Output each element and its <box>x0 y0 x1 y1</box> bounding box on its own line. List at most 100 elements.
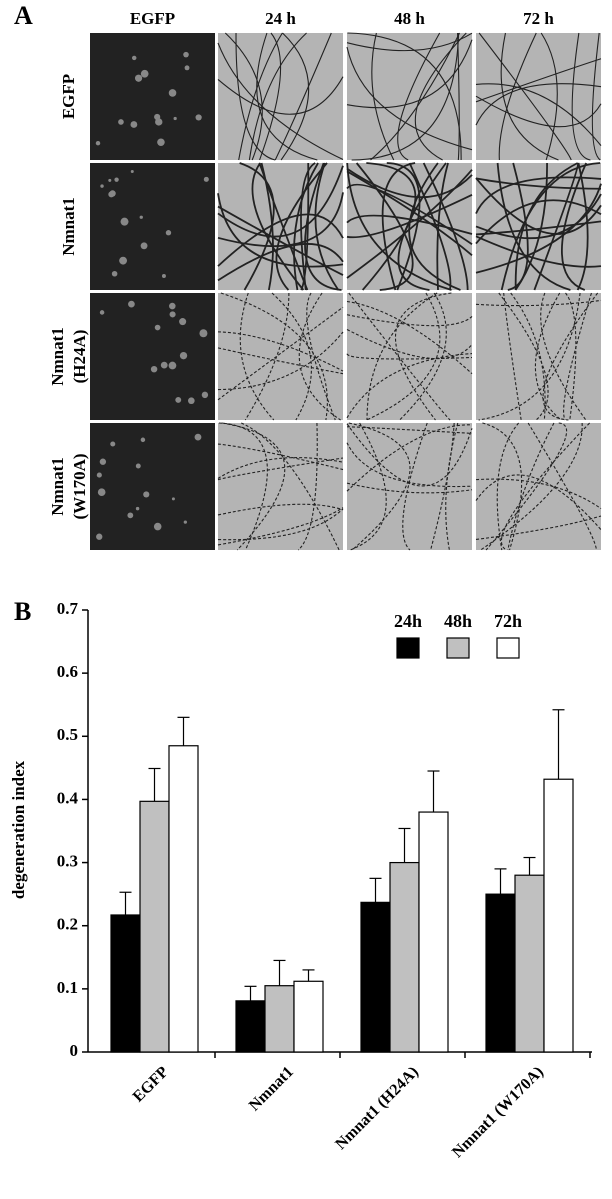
cell <box>134 74 143 82</box>
neurite <box>500 32 559 161</box>
neurite <box>475 177 602 190</box>
neurite <box>306 292 336 421</box>
cell <box>168 89 177 97</box>
neurite <box>475 515 602 541</box>
y-tick-label: 0.1 <box>57 978 78 997</box>
y-tick-label: 0.3 <box>57 851 78 870</box>
neurite <box>475 83 602 126</box>
neurite <box>239 162 275 291</box>
neurite <box>534 292 562 421</box>
neurite <box>220 292 328 421</box>
cell <box>139 215 143 219</box>
neurite <box>298 292 341 421</box>
neurite <box>386 162 421 291</box>
cell <box>165 230 172 236</box>
micrograph <box>476 33 601 160</box>
micrograph <box>218 293 343 420</box>
cell <box>127 512 134 519</box>
y-axis-title: degeneration index <box>9 760 28 899</box>
neurite <box>561 162 588 291</box>
legend-swatch <box>446 637 470 659</box>
column-header: 48 h <box>394 9 425 28</box>
bar <box>264 985 295 1053</box>
neurite <box>346 183 473 246</box>
neurite <box>571 32 591 161</box>
neurite <box>346 424 473 492</box>
neurite <box>540 292 587 421</box>
neurite <box>402 422 428 551</box>
cell <box>111 270 118 277</box>
neurite <box>408 162 452 291</box>
neurite <box>217 192 344 248</box>
x-tick-label: Nmnat1 (H24A) <box>332 1063 422 1153</box>
bar <box>543 778 574 1053</box>
neurite <box>346 46 473 151</box>
neurite <box>496 422 520 551</box>
neurite <box>217 331 344 391</box>
y-tick-label: 0.7 <box>57 599 79 618</box>
cell <box>135 506 140 511</box>
neurite <box>475 183 602 274</box>
row-label: EGFP <box>59 74 78 119</box>
neurite <box>239 292 275 421</box>
cell <box>110 441 116 447</box>
neurite <box>591 32 601 161</box>
neurite <box>224 32 263 161</box>
neurite <box>347 32 462 161</box>
row-label: Nmnat1 <box>59 197 78 256</box>
micrograph <box>90 423 215 550</box>
neurite <box>498 32 537 161</box>
neurite <box>235 32 276 161</box>
cell <box>201 391 209 399</box>
neurite <box>475 474 602 531</box>
micrograph <box>90 163 215 290</box>
micrograph <box>90 293 215 420</box>
neurite <box>498 292 549 421</box>
legend-label: 72h <box>494 611 522 631</box>
panel-label: B <box>14 597 31 626</box>
neurite <box>371 32 395 161</box>
bar <box>485 893 516 1053</box>
neurite <box>563 292 592 421</box>
neurite <box>244 292 290 421</box>
neurite <box>217 443 344 471</box>
micrograph <box>347 423 472 550</box>
neurite <box>346 169 473 279</box>
neurite <box>485 422 568 551</box>
cell <box>169 311 176 318</box>
cell <box>108 191 115 198</box>
bar <box>235 1000 266 1053</box>
bar <box>139 800 170 1053</box>
neurite <box>346 167 473 199</box>
neurite <box>346 352 473 419</box>
cell <box>119 256 128 265</box>
neurite <box>366 292 438 421</box>
neurite <box>397 32 441 161</box>
neurite <box>475 177 602 235</box>
neurite <box>274 32 332 161</box>
cell <box>154 324 161 331</box>
neurite <box>475 58 602 103</box>
cell <box>173 116 177 121</box>
cell <box>96 472 102 478</box>
micrograph <box>218 423 343 550</box>
cell <box>96 533 103 540</box>
neurite <box>217 42 344 161</box>
legend-label: 48h <box>444 611 472 631</box>
bar <box>110 914 141 1053</box>
neurite <box>533 162 579 291</box>
row-label: Nmnat1 <box>48 457 67 516</box>
cell <box>179 318 187 326</box>
neurite <box>217 243 344 282</box>
neurite <box>478 32 572 161</box>
cell <box>95 140 101 146</box>
legend-label: 24h <box>394 611 422 631</box>
cell <box>140 69 149 78</box>
cell <box>195 114 202 121</box>
cell <box>100 184 104 188</box>
neurite <box>478 292 581 421</box>
neurite <box>445 422 459 551</box>
bar <box>168 745 199 1053</box>
neurite <box>217 457 344 481</box>
neurite <box>346 314 473 327</box>
